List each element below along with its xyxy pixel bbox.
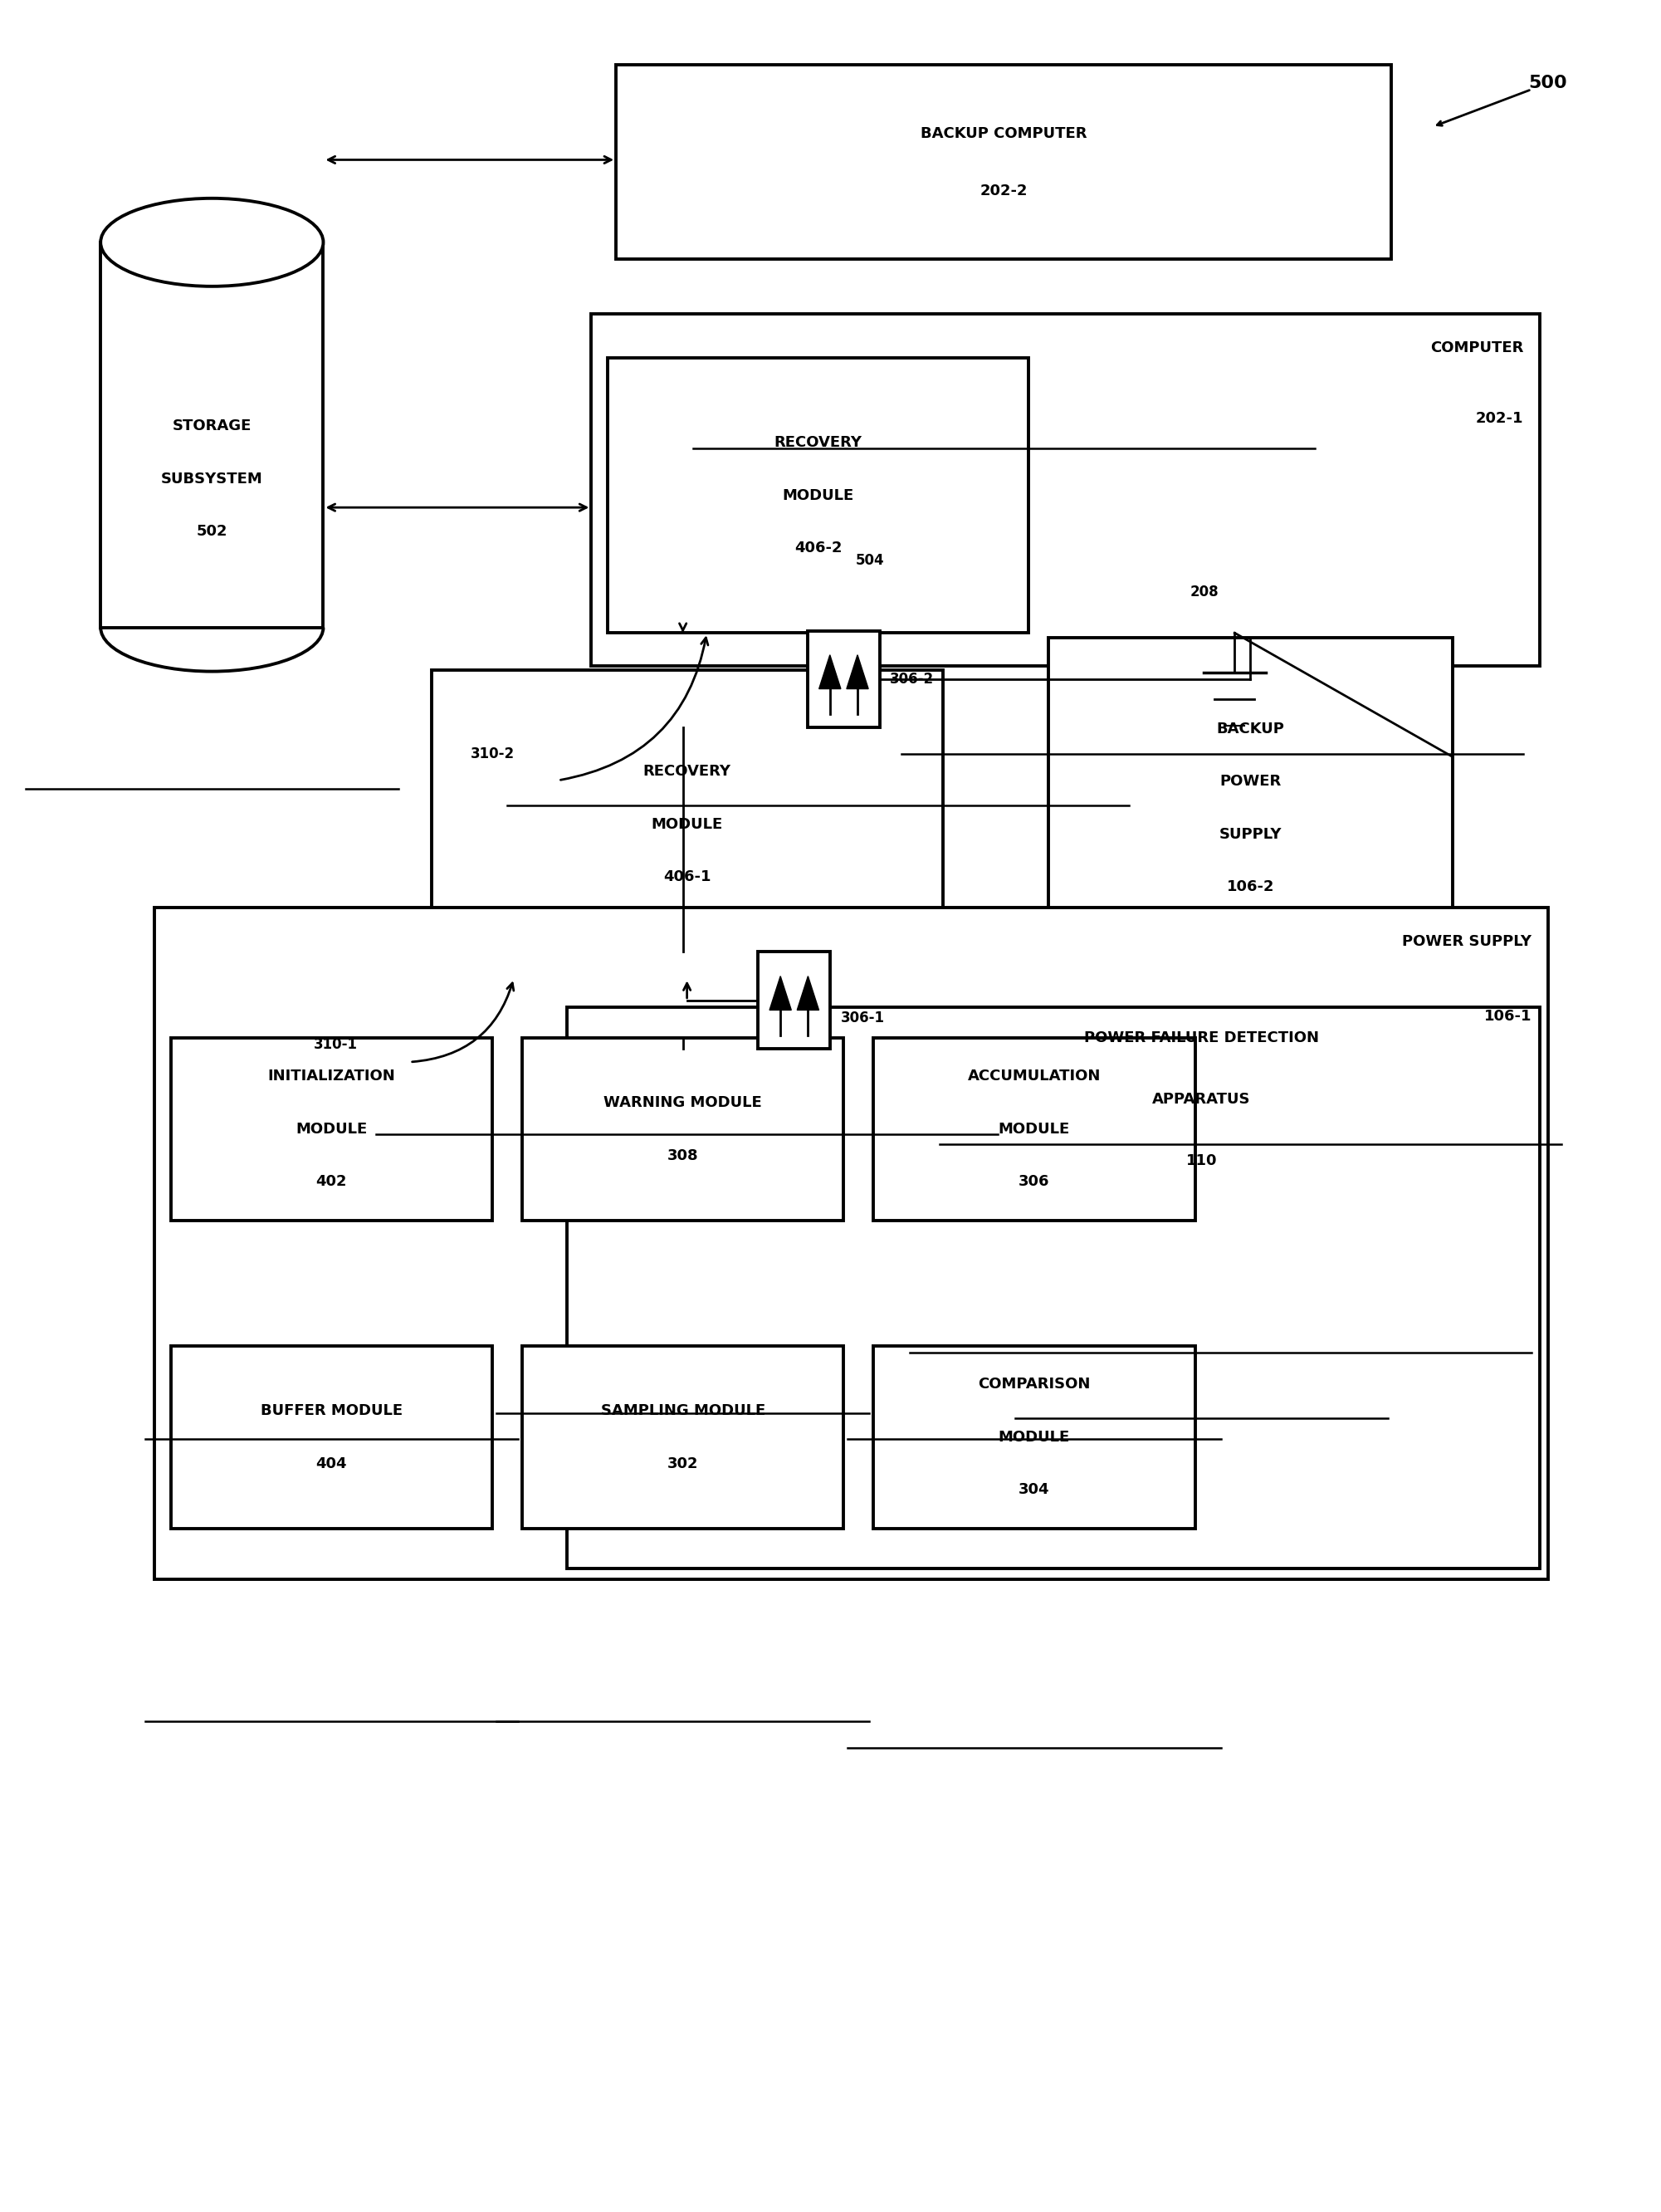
Text: 302: 302 xyxy=(668,1455,698,1471)
Text: 406-2: 406-2 xyxy=(794,540,842,555)
Text: 202-1: 202-1 xyxy=(1475,411,1523,425)
Polygon shape xyxy=(819,655,840,688)
Text: MODULE: MODULE xyxy=(782,489,854,502)
Text: 202-2: 202-2 xyxy=(980,184,1028,199)
Text: 404: 404 xyxy=(316,1455,347,1471)
Text: SUPPLY: SUPPLY xyxy=(1219,827,1282,843)
Text: 306-2: 306-2 xyxy=(890,672,933,686)
Bar xyxy=(616,64,1392,259)
Text: POWER SUPPLY: POWER SUPPLY xyxy=(1402,933,1531,949)
Bar xyxy=(171,1345,492,1528)
Bar xyxy=(608,358,1028,633)
Text: 500: 500 xyxy=(1528,75,1568,91)
Text: MODULE: MODULE xyxy=(651,816,723,832)
Text: BACKUP COMPUTER: BACKUP COMPUTER xyxy=(920,126,1086,142)
Text: RECOVERY: RECOVERY xyxy=(774,436,862,449)
Text: 402: 402 xyxy=(316,1175,347,1190)
Ellipse shape xyxy=(101,199,324,285)
Bar xyxy=(101,243,324,628)
Bar xyxy=(171,1037,492,1221)
Text: 106-2: 106-2 xyxy=(1226,880,1274,894)
Text: 504: 504 xyxy=(855,553,884,568)
Text: MODULE: MODULE xyxy=(296,1121,367,1137)
Bar xyxy=(522,1037,844,1221)
Text: MODULE: MODULE xyxy=(998,1121,1070,1137)
Polygon shape xyxy=(769,975,791,1011)
Text: 304: 304 xyxy=(1018,1482,1050,1498)
Text: STORAGE: STORAGE xyxy=(173,418,251,434)
Bar xyxy=(154,907,1548,1579)
Text: 310-1: 310-1 xyxy=(314,1037,357,1053)
Text: SAMPLING MODULE: SAMPLING MODULE xyxy=(601,1402,766,1418)
Text: COMPUTER: COMPUTER xyxy=(1430,341,1523,356)
Text: APPARATUS: APPARATUS xyxy=(1153,1093,1251,1106)
Text: 306: 306 xyxy=(1018,1175,1050,1190)
Text: SUBSYSTEM: SUBSYSTEM xyxy=(161,471,262,487)
Text: 110: 110 xyxy=(1186,1152,1218,1168)
Text: MODULE: MODULE xyxy=(998,1429,1070,1444)
Text: BACKUP: BACKUP xyxy=(1216,721,1284,737)
Text: BUFFER MODULE: BUFFER MODULE xyxy=(261,1402,402,1418)
Text: 306-1: 306-1 xyxy=(840,1011,884,1026)
Text: ACCUMULATION: ACCUMULATION xyxy=(968,1068,1101,1084)
Bar xyxy=(1048,637,1452,978)
Bar xyxy=(807,630,880,728)
Text: 502: 502 xyxy=(196,524,228,540)
Bar xyxy=(432,670,943,978)
Text: COMPARISON: COMPARISON xyxy=(978,1376,1090,1391)
Bar xyxy=(566,1006,1540,1568)
Text: 310-2: 310-2 xyxy=(470,745,515,761)
Bar xyxy=(874,1345,1194,1528)
Text: 308: 308 xyxy=(668,1148,699,1164)
Polygon shape xyxy=(797,975,819,1011)
Bar xyxy=(591,314,1540,666)
Text: WARNING MODULE: WARNING MODULE xyxy=(603,1095,762,1110)
Bar xyxy=(757,951,830,1048)
Text: 106-1: 106-1 xyxy=(1483,1009,1531,1024)
Text: RECOVERY: RECOVERY xyxy=(643,763,731,779)
Text: 406-1: 406-1 xyxy=(663,869,711,885)
Text: 208: 208 xyxy=(1189,584,1219,599)
Text: POWER FAILURE DETECTION: POWER FAILURE DETECTION xyxy=(1085,1031,1319,1046)
Polygon shape xyxy=(847,655,869,688)
Text: INITIALIZATION: INITIALIZATION xyxy=(267,1068,395,1084)
Bar xyxy=(522,1345,844,1528)
Text: POWER: POWER xyxy=(1219,774,1281,790)
Bar xyxy=(874,1037,1194,1221)
